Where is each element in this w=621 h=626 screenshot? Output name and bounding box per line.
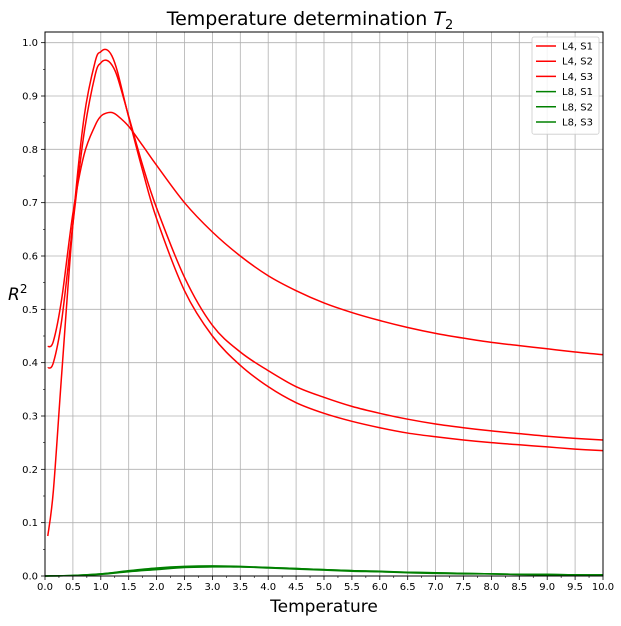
legend-label: L4, S2 [562, 57, 593, 68]
x-tick-label: 8.5 [511, 582, 527, 593]
y-tick-label: 1.0 [22, 38, 38, 49]
x-tick-label: 1.5 [121, 582, 137, 593]
x-tick-label: 5.0 [316, 582, 332, 593]
y-tick-label: 0.0 [22, 572, 38, 583]
series-line-6 [44, 565, 604, 577]
x-tick-label: 2.5 [177, 582, 193, 593]
legend-label: L4, S3 [562, 72, 593, 83]
x-tick-label: 0.5 [65, 582, 81, 593]
chart-title: Temperature determination T2 [166, 8, 454, 33]
series-line-3 [47, 111, 604, 356]
legend-label: L4, S1 [562, 42, 593, 53]
y-tick-label: 0.3 [22, 412, 38, 423]
y-tick-label: 0.7 [22, 198, 38, 209]
x-tick-label: 3.5 [232, 582, 248, 593]
y-tick-label: 0.8 [22, 145, 38, 156]
series-lines [44, 48, 604, 577]
x-tick-label: 8.0 [483, 582, 499, 593]
x-tick-label: 9.0 [539, 582, 555, 593]
y-tick-label: 0.1 [22, 518, 38, 529]
y-axis-label: R2 [8, 282, 27, 305]
legend-label: L8, S3 [562, 118, 593, 129]
y-tick-label: 0.4 [22, 358, 38, 369]
legend-label: L8, S1 [562, 87, 593, 98]
x-tick-label: 2.0 [149, 582, 165, 593]
axis-ticks: 0.0 0.5 1.0 1.5 2.0 2.5 3.0 3.5 4.0 4.5 5.0 5.5 6.0 6… [22, 38, 614, 593]
x-tick-label: 10.0 [592, 582, 614, 593]
x-tick-label: 4.0 [260, 582, 276, 593]
y-tick-label: 0.6 [22, 252, 38, 263]
grid [44, 32, 604, 577]
x-tick-label: 6.5 [400, 582, 416, 593]
x-axis-label: Temperature [269, 597, 378, 617]
series-line-1 [47, 48, 604, 537]
x-tick-label: 9.5 [567, 582, 583, 593]
x-tick-label: 4.5 [288, 582, 304, 593]
y-tick-label: 0.9 [22, 92, 38, 103]
x-tick-label: 3.0 [204, 582, 220, 593]
x-tick-label: 6.0 [372, 582, 388, 593]
x-tick-label: 1.0 [93, 582, 109, 593]
x-tick-label: 0.0 [37, 582, 53, 593]
legend: L4, S1 L4, S2 L4, S3 L8, S1 L8, S2 L8, S3 [531, 36, 600, 135]
x-tick-label: 5.5 [344, 582, 360, 593]
legend-label: L8, S2 [562, 102, 593, 113]
x-tick-label: 7.5 [456, 582, 472, 593]
y-tick-label: 0.2 [22, 465, 38, 476]
y-tick-label: 0.5 [22, 305, 38, 316]
x-tick-label: 7.0 [428, 582, 444, 593]
series-line-2 [47, 59, 604, 441]
